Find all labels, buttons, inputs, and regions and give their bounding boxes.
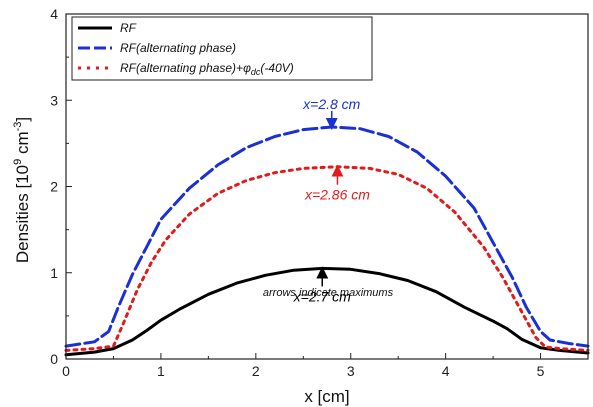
x-tick-label: 0: [62, 363, 70, 379]
series-alternating-phase-dc-line: [64, 165, 590, 352]
y-tick-label: 3: [50, 92, 58, 108]
y-tick-label: 1: [50, 265, 58, 281]
x-axis-ticks: 0 1 2 3 4 5: [62, 353, 545, 379]
y-axis-title: Densities [109 cm-3]: [12, 117, 32, 263]
y-tick-label: 2: [50, 179, 58, 195]
legend-phi-subscript: dc: [251, 67, 261, 77]
annotation-layer: x=2.8 cm x=2.86 cm x=2.7 cm: [293, 96, 371, 304]
x-tick-label: 1: [157, 363, 165, 379]
maximum-note: arrows indicate maximums: [263, 287, 394, 299]
x-tick-label: 3: [347, 363, 355, 379]
y-axis-title-sup1: 9: [12, 159, 24, 165]
y-axis-ticks: 0 1 2 3 4: [50, 6, 72, 367]
max-annotation-label: x=2.86 cm: [304, 187, 370, 203]
legend-label-rf: RF: [120, 21, 137, 35]
x-tick-label: 2: [252, 363, 260, 379]
legend-label-alt-dc: RF(alternating phase)+φdc(-40V): [120, 61, 294, 77]
y-tick-label: 0: [50, 351, 58, 367]
series-rf-line: [64, 266, 590, 357]
x-axis-title: x [cm]: [304, 387, 349, 406]
max-annotation-label: x=2.8 cm: [302, 96, 361, 112]
series-alternating-phase-line: [64, 125, 590, 348]
x-tick-label: 4: [442, 363, 450, 379]
legend-label-alt: RF(alternating phase): [120, 41, 236, 55]
x-tick-label: 5: [537, 363, 545, 379]
y-axis-title-sup2: -3: [12, 122, 24, 132]
y-tick-label: 4: [50, 6, 58, 22]
max-annotation-label: x=2.7 cm: [293, 288, 352, 304]
series-layer: [64, 125, 590, 357]
legend: RF RF(alternating phase) RF(alternating …: [71, 16, 373, 81]
legend-box: [71, 16, 373, 81]
